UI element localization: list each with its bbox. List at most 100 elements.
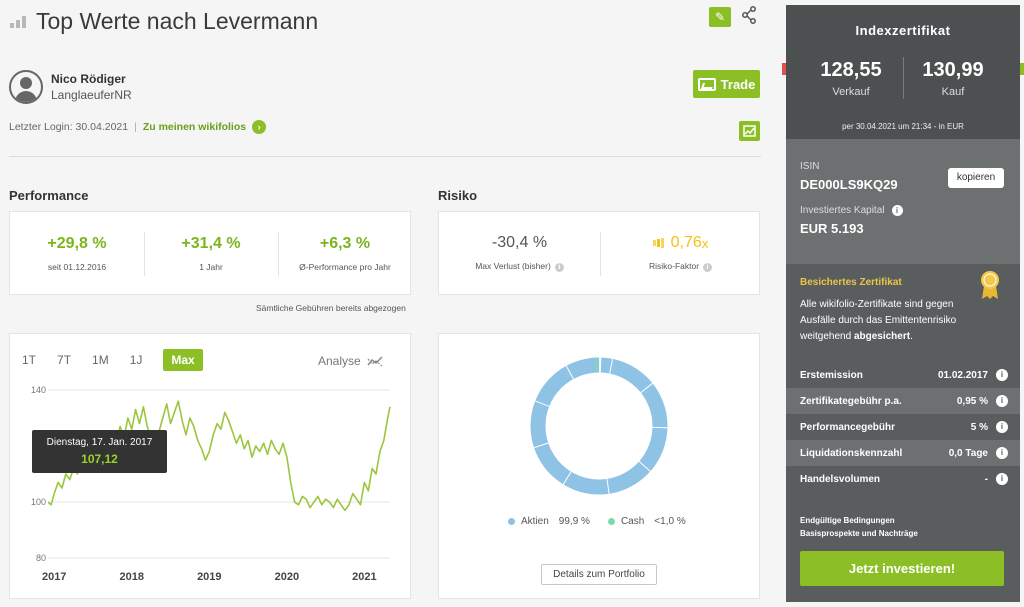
kpi-label: Ø-Performance pro Jahr [299, 261, 391, 272]
donut-segment-divider [640, 382, 653, 394]
main-content: Top Werte nach Levermann ✎ Nico Rödiger … [0, 0, 772, 607]
range-tabs: 1T 7T 1M 1J Max [22, 349, 224, 371]
max-loss: -30,4 % Max Verlust (bisher) i [439, 212, 600, 294]
risk-factor-row: 0,76 x [652, 234, 709, 252]
info-icon[interactable]: i [996, 421, 1008, 433]
portfolio-details-button[interactable]: Details zum Portfolio [541, 564, 657, 585]
trade-button[interactable]: Trade [693, 70, 760, 98]
risk-factor-value: 0,76 [670, 234, 702, 252]
sell-price-value: 128,55 [820, 59, 882, 81]
buy-price[interactable]: 130,99 Kauf [903, 59, 1003, 98]
share-icon[interactable] [741, 6, 757, 24]
analyse-icon [367, 355, 383, 366]
fact-row: Liquidationskennzahl 0,0 Tage i [786, 440, 1020, 466]
info-icon[interactable]: i [891, 205, 903, 216]
info-icon[interactable]: i [996, 447, 1008, 459]
info-icon[interactable]: i [996, 369, 1008, 381]
kpi-value: +31,4 % [181, 234, 241, 252]
range-tab-max[interactable]: Max [163, 349, 203, 371]
y-tick-label: 140 [31, 385, 46, 395]
invest-button[interactable]: Jetzt investieren! [800, 551, 1004, 586]
fact-value: 01.02.2017 [937, 369, 988, 381]
info-icon[interactable]: i [554, 262, 564, 272]
analyse-button[interactable]: Analyse [318, 354, 383, 368]
analyse-label: Analyse [318, 354, 361, 368]
risk-card: -30,4 % Max Verlust (bisher) i 0,76 x Risi… [438, 211, 760, 295]
login-row: Letzter Login: 30.04.2021 | Zu meinen wi… [9, 120, 267, 134]
range-tab-1t[interactable]: 1T [22, 353, 37, 367]
x-tick-label: 2018 [120, 571, 144, 583]
kpi-value: +29,8 % [47, 234, 107, 252]
fact-row: Zertifikategebühr p.a. 0,95 % i [786, 388, 1020, 414]
capital-label-row: Investiertes Kapital i [800, 205, 903, 216]
donut-segment-divider [535, 400, 550, 407]
x-tick-label: 2020 [275, 571, 299, 583]
isin-value: DE000LS9KQ29 [800, 177, 898, 192]
info-icon[interactable]: i [703, 262, 713, 272]
author-name[interactable]: Nico Rödiger [51, 72, 126, 86]
secured-text: Alle wikifolio-Zertifikate sind gegen Au… [800, 297, 975, 345]
edit-button[interactable]: ✎ [709, 7, 731, 27]
certificate-sidebar: Indexzertifikat 128,55 Verkauf 130,99 Ka… [782, 5, 1024, 602]
bar-chart-icon [10, 15, 28, 28]
fact-value: 0,0 Tage [948, 447, 988, 459]
fact-value: 5 % [970, 421, 988, 433]
final-terms-link[interactable]: Endgültige Bedingungen [800, 516, 895, 525]
portfolio-donut-chart[interactable] [527, 354, 671, 498]
capital-label: Investiertes Kapital [800, 205, 885, 216]
info-icon[interactable]: i [996, 473, 1008, 485]
fact-row: Performancegebühr 5 % i [786, 414, 1020, 440]
copy-isin-button[interactable]: kopieren [948, 168, 1004, 188]
price-date: per 30.04.2021 um 21:34 - in EUR [842, 122, 964, 131]
donut-segment-divider [565, 365, 574, 380]
sell-price[interactable]: 128,55 Verkauf [801, 59, 901, 98]
legend-dot-cash [607, 518, 615, 525]
info-icon[interactable]: i [996, 395, 1008, 407]
prospectus-link[interactable]: Basisprospekte und Nachträge [800, 529, 918, 538]
max-loss-value: -30,4 % [491, 234, 548, 252]
donut-segment-divider [606, 478, 610, 494]
y-tick-label: 100 [31, 497, 46, 507]
max-loss-label-row: Max Verlust (bisher) i [475, 261, 564, 272]
performance-since-start: +29,8 % seit 01.12.2016 [10, 212, 144, 294]
buy-price-value: 130,99 [922, 59, 984, 81]
price-panel: Indexzertifikat 128,55 Verkauf 130,99 Ka… [782, 5, 1024, 139]
risk-factor-suffix: x [701, 235, 709, 251]
trend-chart-icon [743, 125, 756, 137]
arrow-right-icon[interactable]: › [252, 120, 267, 134]
title-row: Top Werte nach Levermann [10, 8, 318, 35]
fact-row: Erstemission 01.02.2017 i [786, 362, 1020, 388]
divider [9, 156, 761, 157]
secured-text-part-2: . [910, 331, 913, 342]
capital-value: EUR 5.193 [800, 221, 864, 236]
risk-factor-label-row: Risiko-Faktor i [648, 261, 713, 272]
fee-note: Sämtliche Gebühren bereits abgezogen [256, 303, 406, 313]
kpi-label: seit 01.12.2016 [47, 261, 107, 272]
my-wikifolios-link[interactable]: Zu meinen wikifolios [142, 121, 247, 133]
buy-marker [1020, 63, 1024, 75]
author-handle: LanglaeuferNR [51, 88, 132, 102]
x-tick-label: 2019 [197, 571, 221, 583]
performance-chart[interactable]: 80 100 140 2017 2018 2019 2020 2021 [18, 380, 398, 585]
donut-slice-shares[interactable] [530, 357, 668, 495]
avatar[interactable] [9, 70, 43, 104]
performance-avg-year: +6,3 % Ø-Performance pro Jahr [278, 212, 412, 294]
donut-segment-divider [562, 471, 572, 485]
sidebar-title: Indexzertifikat [855, 23, 951, 38]
fact-key: Handelsvolumen [800, 473, 881, 485]
secured-text-bold: abgesichert [853, 331, 911, 342]
donut-segment-divider [638, 461, 651, 472]
risk-meter-icon [652, 238, 664, 249]
fact-key: Performancegebühr [800, 421, 896, 433]
range-tab-1m[interactable]: 1M [92, 353, 109, 367]
risk-factor-label: Risiko-Faktor [648, 261, 700, 272]
sell-marker [782, 63, 786, 75]
certificate-facts: Erstemission 01.02.2017 i Zertifikategeb… [786, 362, 1020, 492]
chart-toggle-button[interactable] [739, 121, 760, 141]
range-tab-1j[interactable]: 1J [129, 353, 143, 367]
max-loss-label: Max Verlust (bisher) [475, 261, 551, 272]
certificate-seal-icon [981, 271, 999, 299]
tooltip-date: Dienstag, 17. Jan. 2017 [46, 437, 153, 448]
range-tab-7t[interactable]: 7T [57, 353, 72, 367]
x-tick-label: 2021 [352, 571, 376, 583]
